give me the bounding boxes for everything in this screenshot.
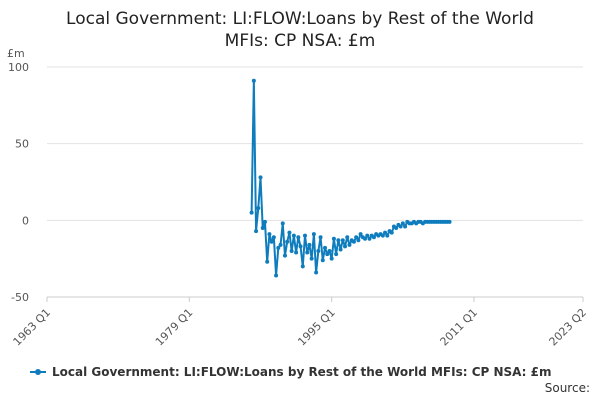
data-point xyxy=(260,226,265,230)
y-tick-label: 50 xyxy=(15,138,29,151)
data-point xyxy=(249,210,254,215)
data-point xyxy=(311,232,316,237)
data-point xyxy=(314,270,319,275)
data-point xyxy=(363,236,368,241)
data-point xyxy=(343,244,348,249)
data-point xyxy=(340,238,345,243)
data-point xyxy=(251,78,256,83)
data-point xyxy=(331,236,336,241)
data-point xyxy=(294,250,299,255)
data-point xyxy=(305,250,310,255)
data-point xyxy=(291,233,296,238)
data-point xyxy=(371,235,376,240)
data-point xyxy=(320,258,325,263)
data-point xyxy=(285,239,290,244)
data-point xyxy=(302,233,307,238)
data-point xyxy=(323,245,328,250)
chart-title: Local Government: LI:FLOW:Loans by Rest … xyxy=(0,8,600,52)
data-point xyxy=(400,221,405,226)
data-point xyxy=(271,235,276,240)
data-point xyxy=(367,236,372,241)
data-point xyxy=(276,245,281,250)
y-tick-label: -50 xyxy=(11,291,29,304)
data-point xyxy=(307,242,312,247)
data-point xyxy=(298,244,303,249)
data-point xyxy=(403,224,408,229)
legend-label: Local Government: LI:FLOW:Loans by Rest … xyxy=(52,365,552,379)
data-point xyxy=(338,247,343,252)
x-tick-label: 1995 Q1 xyxy=(295,306,338,349)
data-point xyxy=(256,206,261,211)
data-point xyxy=(262,219,267,224)
data-point xyxy=(447,219,452,224)
data-point xyxy=(267,232,272,237)
data-point xyxy=(398,224,403,229)
chart-title-line-2: MFIs: CP NSA: £m xyxy=(224,31,376,51)
x-tick-label: 2011 Q1 xyxy=(438,306,481,349)
data-point xyxy=(278,242,283,247)
data-point xyxy=(274,273,279,278)
data-point xyxy=(300,264,305,269)
data-point xyxy=(336,238,341,243)
data-point xyxy=(334,252,339,257)
chart-title-line-1: Local Government: LI:FLOW:Loans by Rest … xyxy=(66,9,534,29)
data-point xyxy=(345,235,350,240)
y-tick-label: 0 xyxy=(22,214,29,227)
data-point xyxy=(354,235,359,240)
data-point xyxy=(316,249,321,253)
data-point xyxy=(383,230,388,235)
data-point xyxy=(327,249,332,253)
data-point xyxy=(329,256,334,261)
data-point xyxy=(258,175,263,180)
x-tick-label: 1979 Q1 xyxy=(153,306,196,349)
data-point xyxy=(287,230,292,235)
data-point xyxy=(254,229,259,234)
x-tick-label: 2023 Q2 xyxy=(547,306,590,349)
data-point xyxy=(351,239,356,244)
data-point xyxy=(389,230,394,235)
data-point xyxy=(289,249,294,253)
legend-line-marker-icon xyxy=(30,367,46,377)
data-point xyxy=(325,252,330,257)
data-point xyxy=(265,259,270,264)
data-point xyxy=(380,233,385,238)
y-axis-label: £m xyxy=(7,47,25,60)
data-point xyxy=(296,235,301,240)
data-point xyxy=(269,239,274,244)
data-point xyxy=(365,233,370,238)
data-point xyxy=(280,221,285,226)
data-point xyxy=(385,233,390,238)
data-point xyxy=(309,256,314,261)
data-point xyxy=(394,226,399,230)
legend: Local Government: LI:FLOW:Loans by Rest … xyxy=(30,365,590,379)
data-point xyxy=(282,253,287,258)
data-point xyxy=(347,242,352,247)
data-point xyxy=(318,235,323,240)
y-tick-label: 100 xyxy=(8,61,29,74)
source-label: Source: xyxy=(544,381,590,395)
x-tick-label: 1963 Q1 xyxy=(11,306,54,349)
data-point xyxy=(358,232,363,237)
data-point xyxy=(356,238,361,243)
